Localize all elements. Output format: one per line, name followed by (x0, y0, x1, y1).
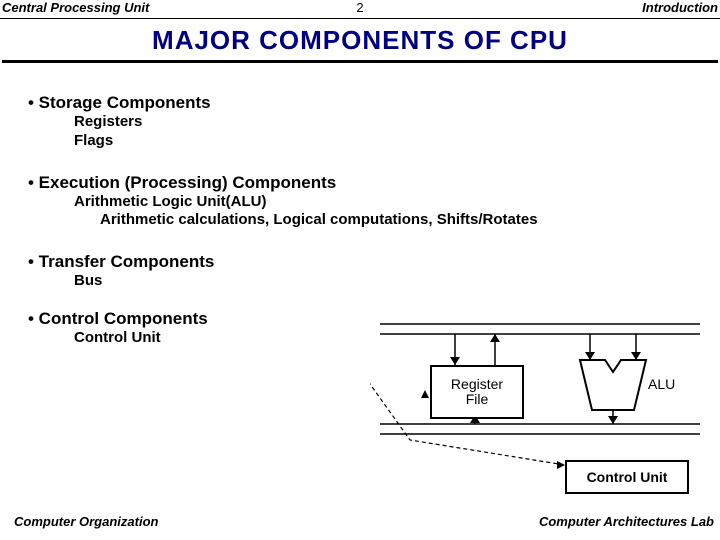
content-area: • Storage Components Registers Flags • E… (0, 63, 720, 348)
register-file-box: RegisterFile (430, 365, 524, 419)
footer-left: Computer Organization (14, 514, 158, 529)
section-storage: • Storage Components (28, 93, 692, 113)
exec-sub-0: Arithmetic calculations, Logical computa… (100, 211, 692, 230)
control-unit-box: Control Unit (565, 460, 689, 494)
section-execution: • Execution (Processing) Components (28, 173, 692, 193)
page-number: 2 (356, 0, 363, 15)
section-transfer: • Transfer Components (28, 252, 692, 272)
storage-item-1: Flags (74, 132, 692, 151)
transfer-item-0: Bus (74, 272, 692, 291)
slide-footer: Computer Organization Computer Architect… (0, 514, 720, 532)
storage-item-0: Registers (74, 113, 692, 132)
cpu-diagram: RegisterFile ALU Control Unit (370, 310, 710, 510)
slide-header: Central Processing Unit 2 Introduction (0, 0, 720, 19)
exec-item-0: Arithmetic Logic Unit(ALU) (74, 193, 692, 212)
footer-right: Computer Architectures Lab (539, 514, 714, 529)
header-right: Introduction (642, 0, 718, 15)
header-left: Central Processing Unit (2, 0, 149, 15)
alu-label: ALU (648, 376, 675, 392)
slide-title: MAJOR COMPONENTS OF CPU (0, 25, 720, 56)
